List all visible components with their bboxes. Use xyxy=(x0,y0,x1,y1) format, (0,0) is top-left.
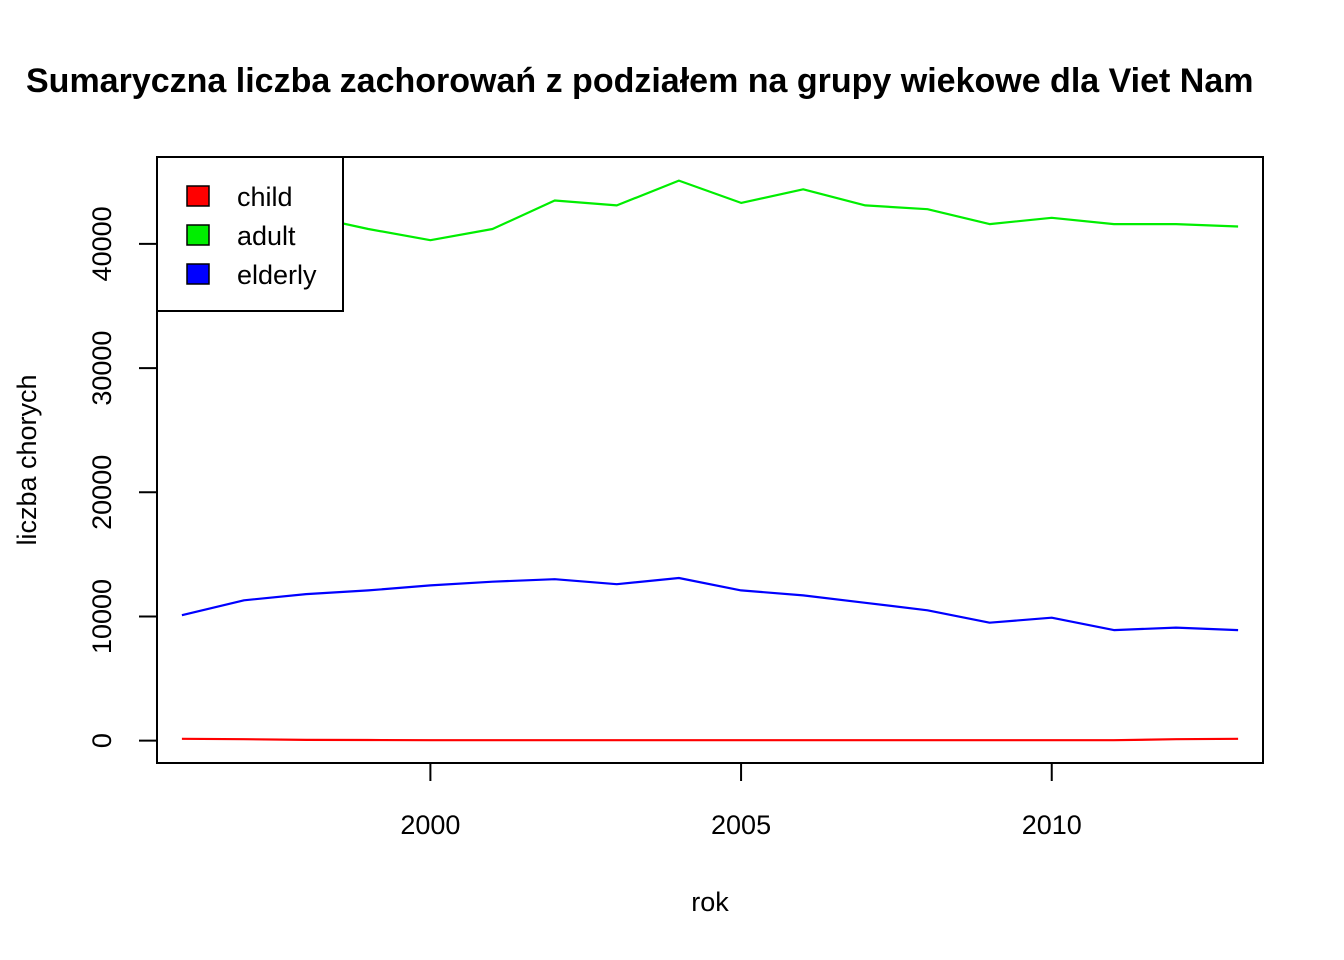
legend-label-elderly: elderly xyxy=(237,260,317,290)
y-tick-label: 30000 xyxy=(87,331,117,406)
legend-label-adult: adult xyxy=(237,221,296,251)
x-axis-label: rok xyxy=(691,887,729,917)
x-tick-label: 2005 xyxy=(711,810,771,840)
legend-swatch-child xyxy=(186,185,210,207)
legend-label-child: child xyxy=(237,182,293,212)
y-axis: 0 10000 20000 30000 40000 xyxy=(87,206,158,748)
y-tick-label: 40000 xyxy=(87,206,117,281)
series-line-elderly xyxy=(181,576,1239,632)
series-line-adult xyxy=(181,179,1239,242)
y-tick-label: 0 xyxy=(87,733,117,748)
legend: child adult elderly xyxy=(156,156,344,312)
legend-swatch-elderly xyxy=(186,263,210,285)
x-axis: 2000 2005 2010 xyxy=(400,762,1082,840)
x-tick-label: 2000 xyxy=(400,810,460,840)
series-layer xyxy=(181,179,1239,742)
x-tick-label: 2010 xyxy=(1022,810,1082,840)
chart-title: Sumaryczna liczba zachorowań z podziałem… xyxy=(26,62,1254,100)
y-tick-label: 10000 xyxy=(87,579,117,654)
y-axis-label: liczba chorych xyxy=(12,374,42,545)
y-tick-label: 20000 xyxy=(87,455,117,530)
legend-swatch-adult xyxy=(186,224,210,246)
series-line-child xyxy=(181,737,1239,742)
